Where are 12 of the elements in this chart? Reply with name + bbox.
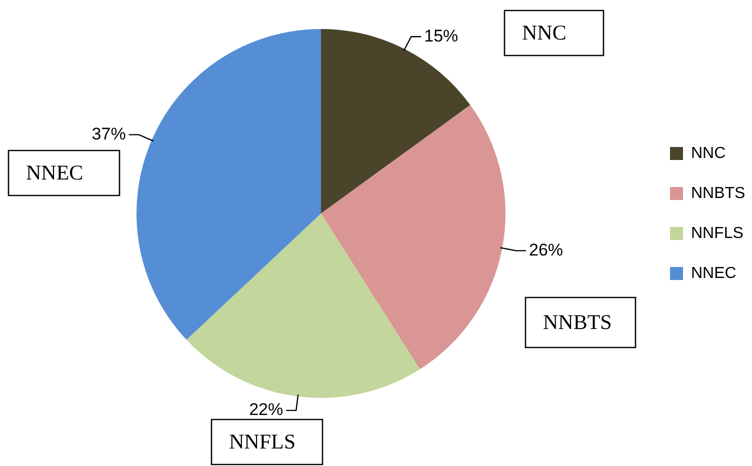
text: NNFLS bbox=[229, 430, 296, 454]
legend-label: NNBTS bbox=[691, 184, 746, 202]
text: NNBTS bbox=[543, 310, 612, 334]
legend-label: NNFLS bbox=[691, 224, 744, 242]
legend-label: NNEC bbox=[691, 264, 736, 282]
text: NNEC bbox=[26, 160, 84, 185]
legend-label: NNC bbox=[691, 144, 726, 162]
data-label: 15% bbox=[424, 26, 458, 46]
data-label: 22% bbox=[249, 400, 284, 420]
text: NNC bbox=[522, 20, 566, 45]
data-label: 37% bbox=[92, 124, 126, 144]
data-label: 26% bbox=[528, 240, 564, 260]
